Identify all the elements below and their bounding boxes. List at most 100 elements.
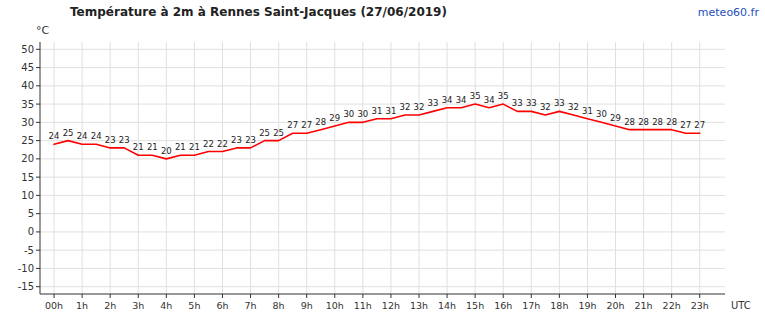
- grid-line-x: [615, 42, 616, 294]
- data-label: 20: [161, 146, 172, 156]
- x-tick-label: 4h: [160, 300, 172, 311]
- grid-line-x: [82, 42, 83, 294]
- grid-line-x: [166, 42, 167, 294]
- data-label: 34: [484, 95, 495, 105]
- grid-line-x: [222, 42, 223, 294]
- y-tick: [36, 85, 40, 86]
- x-tick: [699, 294, 700, 298]
- page: {"chart_data": { "type": "line", "title"…: [0, 0, 765, 320]
- grid-line-x: [531, 42, 532, 294]
- x-tick-label: 12h: [382, 300, 400, 311]
- data-label: 31: [371, 106, 382, 116]
- x-tick-label: 5h: [188, 300, 200, 311]
- grid-line-y: [40, 213, 725, 214]
- data-label: 32: [540, 102, 551, 112]
- y-tick: [36, 195, 40, 196]
- data-label: 31: [386, 106, 397, 116]
- x-tick: [82, 294, 83, 298]
- data-label: 25: [63, 128, 74, 138]
- grid-line-x: [250, 42, 251, 294]
- data-label: 24: [77, 131, 88, 141]
- y-tick: [36, 250, 40, 251]
- data-label: 25: [259, 128, 270, 138]
- data-label: 31: [582, 106, 593, 116]
- grid-line-x: [418, 42, 419, 294]
- x-tick: [447, 294, 448, 298]
- x-tick-label: 2h: [104, 300, 116, 311]
- grid: [40, 42, 725, 294]
- x-tick: [250, 294, 251, 298]
- y-tick-label: 20: [21, 153, 34, 164]
- y-tick-label: 15: [21, 172, 34, 183]
- x-tick-label: 10h: [326, 300, 344, 311]
- grid-line-x: [643, 42, 644, 294]
- x-tick-label: 9h: [301, 300, 313, 311]
- data-label: 32: [414, 102, 425, 112]
- data-label: 21: [133, 142, 144, 152]
- grid-line-x: [334, 42, 335, 294]
- grid-line-x: [278, 42, 279, 294]
- y-tick: [36, 177, 40, 178]
- y-tick-label: -15: [18, 281, 34, 292]
- x-tick-label: 11h: [354, 300, 372, 311]
- data-label: 33: [512, 98, 523, 108]
- data-label: 25: [273, 128, 284, 138]
- data-label: 30: [343, 109, 354, 119]
- x-tick: [418, 294, 419, 298]
- x-tick: [475, 294, 476, 298]
- x-tick-label: 18h: [550, 300, 568, 311]
- data-label: 32: [400, 102, 411, 112]
- grid-line-x: [306, 42, 307, 294]
- x-tick-label: 16h: [494, 300, 512, 311]
- y-tick-label: 30: [21, 117, 34, 128]
- y-tick-label: 40: [21, 80, 34, 91]
- x-tick: [531, 294, 532, 298]
- grid-line-x: [587, 42, 588, 294]
- data-label: 28: [638, 117, 649, 127]
- axes: -15-10-50510152025303540455000h1h2h3h4h5…: [18, 42, 725, 311]
- data-label: 27: [680, 120, 691, 130]
- grid-line-y: [40, 158, 725, 159]
- x-tick: [362, 294, 363, 298]
- x-tick: [643, 294, 644, 298]
- x-tick: [222, 294, 223, 298]
- y-tick-label: 0: [28, 226, 34, 237]
- x-tick: [194, 294, 195, 298]
- x-tick-label: 6h: [216, 300, 228, 311]
- data-label: 34: [442, 95, 453, 105]
- data-label: 33: [554, 98, 565, 108]
- y-tick: [36, 158, 40, 159]
- data-label: 23: [119, 135, 130, 145]
- grid-line-x: [503, 42, 504, 294]
- grid-line-y: [40, 250, 725, 251]
- grid-line-x: [362, 42, 363, 294]
- data-label: 24: [91, 131, 102, 141]
- grid-line-x: [138, 42, 139, 294]
- x-tick-label: 7h: [245, 300, 257, 311]
- data-label: 30: [357, 109, 368, 119]
- data-label: 34: [456, 95, 467, 105]
- grid-line-x: [390, 42, 391, 294]
- data-label: 32: [568, 102, 579, 112]
- x-tick-label: 13h: [410, 300, 428, 311]
- data-label: 28: [315, 117, 326, 127]
- grid-line-x: [671, 42, 672, 294]
- data-label: 29: [329, 113, 340, 123]
- grid-line-x: [447, 42, 448, 294]
- y-tick: [36, 122, 40, 123]
- grid-line-y: [40, 85, 725, 86]
- y-tick-label: 10: [21, 190, 34, 201]
- x-tick: [503, 294, 504, 298]
- y-tick: [36, 213, 40, 214]
- data-label: 23: [231, 135, 242, 145]
- y-tick-label: -10: [18, 263, 34, 274]
- x-tick: [334, 294, 335, 298]
- y-tick-label: 35: [21, 99, 34, 110]
- x-tick-label: 17h: [522, 300, 540, 311]
- temperature-line: [54, 104, 700, 159]
- x-tick: [166, 294, 167, 298]
- grid-line-y: [40, 122, 725, 123]
- y-tick-label: 25: [21, 135, 34, 146]
- grid-line-x: [559, 42, 560, 294]
- x-axis-label: UTC: [731, 300, 751, 311]
